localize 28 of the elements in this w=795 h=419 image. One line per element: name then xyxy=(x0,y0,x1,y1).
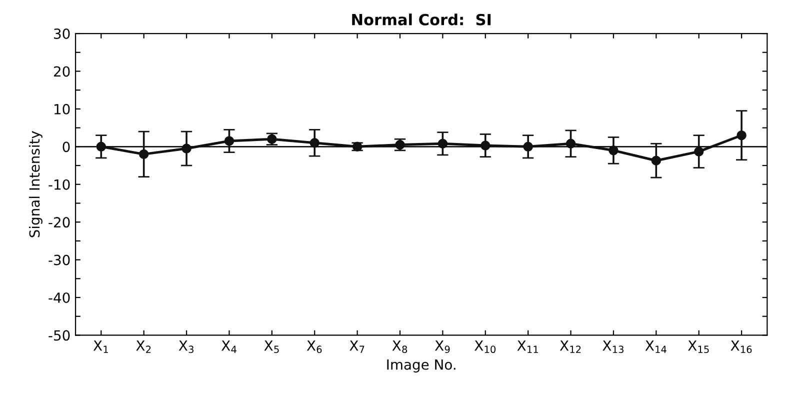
x-tick-label: X$_{11}$ xyxy=(517,340,538,353)
y-tick-label: -40 xyxy=(48,292,70,303)
y-tick-label: -20 xyxy=(48,217,70,228)
x-tick-label: X$_{10}$ xyxy=(474,340,496,354)
x-tick-label: X$_{2}$ xyxy=(136,340,151,353)
y-tick-label: -10 xyxy=(48,179,70,190)
x-tick-label: X$_{4}$ xyxy=(222,340,236,353)
x-tick-label: X$_{9}$ xyxy=(434,340,450,354)
x-axis-title: Image No. xyxy=(387,359,456,372)
x-tick-label: X$_{13}$ xyxy=(602,340,624,354)
y-axis-title: Signal Intensity xyxy=(28,131,42,238)
x-tick-label: X$_{5}$ xyxy=(264,340,279,354)
chart-title: Normal Cord: SI xyxy=(352,14,491,26)
y-tick-label: 0 xyxy=(62,142,70,152)
y-tick-label: -50 xyxy=(48,330,70,341)
x-tick-label: X$_{3}$ xyxy=(178,340,194,354)
y-tick-label: 20 xyxy=(54,66,70,77)
y-tick-label: -30 xyxy=(48,254,70,266)
x-tick-label: X$_{6}$ xyxy=(306,340,322,354)
x-tick-label: X$_{8}$ xyxy=(392,340,408,354)
x-tick-label: X$_{12}$ xyxy=(560,340,581,353)
y-tick-label: 10 xyxy=(54,104,70,114)
x-tick-label: X$_{7}$ xyxy=(350,340,364,353)
y-tick-label: 30 xyxy=(54,28,70,39)
x-tick-label: X$_{1}$ xyxy=(93,340,108,353)
x-tick-label: X$_{16}$ xyxy=(730,340,752,354)
x-tick-label: X$_{14}$ xyxy=(645,340,666,353)
x-tick-label: X$_{15}$ xyxy=(688,340,709,354)
